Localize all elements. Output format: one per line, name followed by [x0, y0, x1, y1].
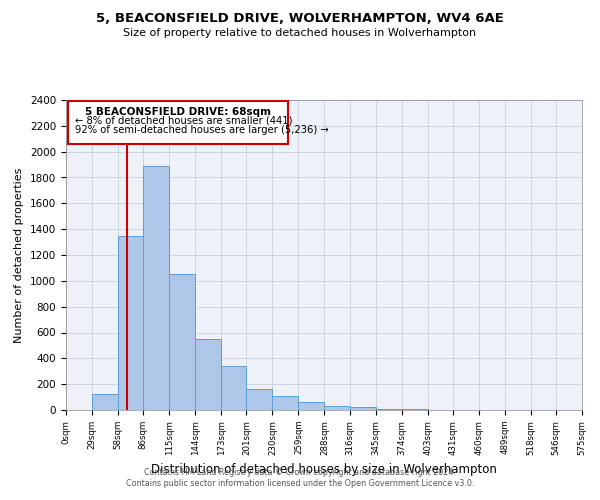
Bar	[272, 396, 298, 410]
Bar	[298, 402, 325, 410]
Bar	[169, 274, 195, 410]
Y-axis label: Number of detached properties: Number of detached properties	[14, 168, 25, 342]
Bar	[195, 339, 221, 410]
Bar	[92, 394, 118, 410]
Bar	[325, 406, 350, 410]
Bar	[247, 389, 272, 410]
Text: Size of property relative to detached houses in Wolverhampton: Size of property relative to detached ho…	[124, 28, 476, 38]
Text: 5 BEACONSFIELD DRIVE: 68sqm: 5 BEACONSFIELD DRIVE: 68sqm	[85, 107, 271, 117]
X-axis label: Distribution of detached houses by size in Wolverhampton: Distribution of detached houses by size …	[151, 463, 497, 476]
Bar	[118, 236, 143, 410]
Text: 5, BEACONSFIELD DRIVE, WOLVERHAMPTON, WV4 6AE: 5, BEACONSFIELD DRIVE, WOLVERHAMPTON, WV…	[96, 12, 504, 26]
Bar	[143, 166, 169, 410]
Text: Contains HM Land Registry data © Crown copyright and database right 2024.
Contai: Contains HM Land Registry data © Crown c…	[126, 468, 474, 487]
Text: 92% of semi-detached houses are larger (5,236) →: 92% of semi-detached houses are larger (…	[75, 125, 329, 135]
Bar	[350, 407, 376, 410]
Bar	[221, 366, 247, 410]
Bar	[376, 409, 401, 410]
FancyBboxPatch shape	[68, 102, 287, 144]
Text: ← 8% of detached houses are smaller (441): ← 8% of detached houses are smaller (441…	[75, 116, 292, 126]
